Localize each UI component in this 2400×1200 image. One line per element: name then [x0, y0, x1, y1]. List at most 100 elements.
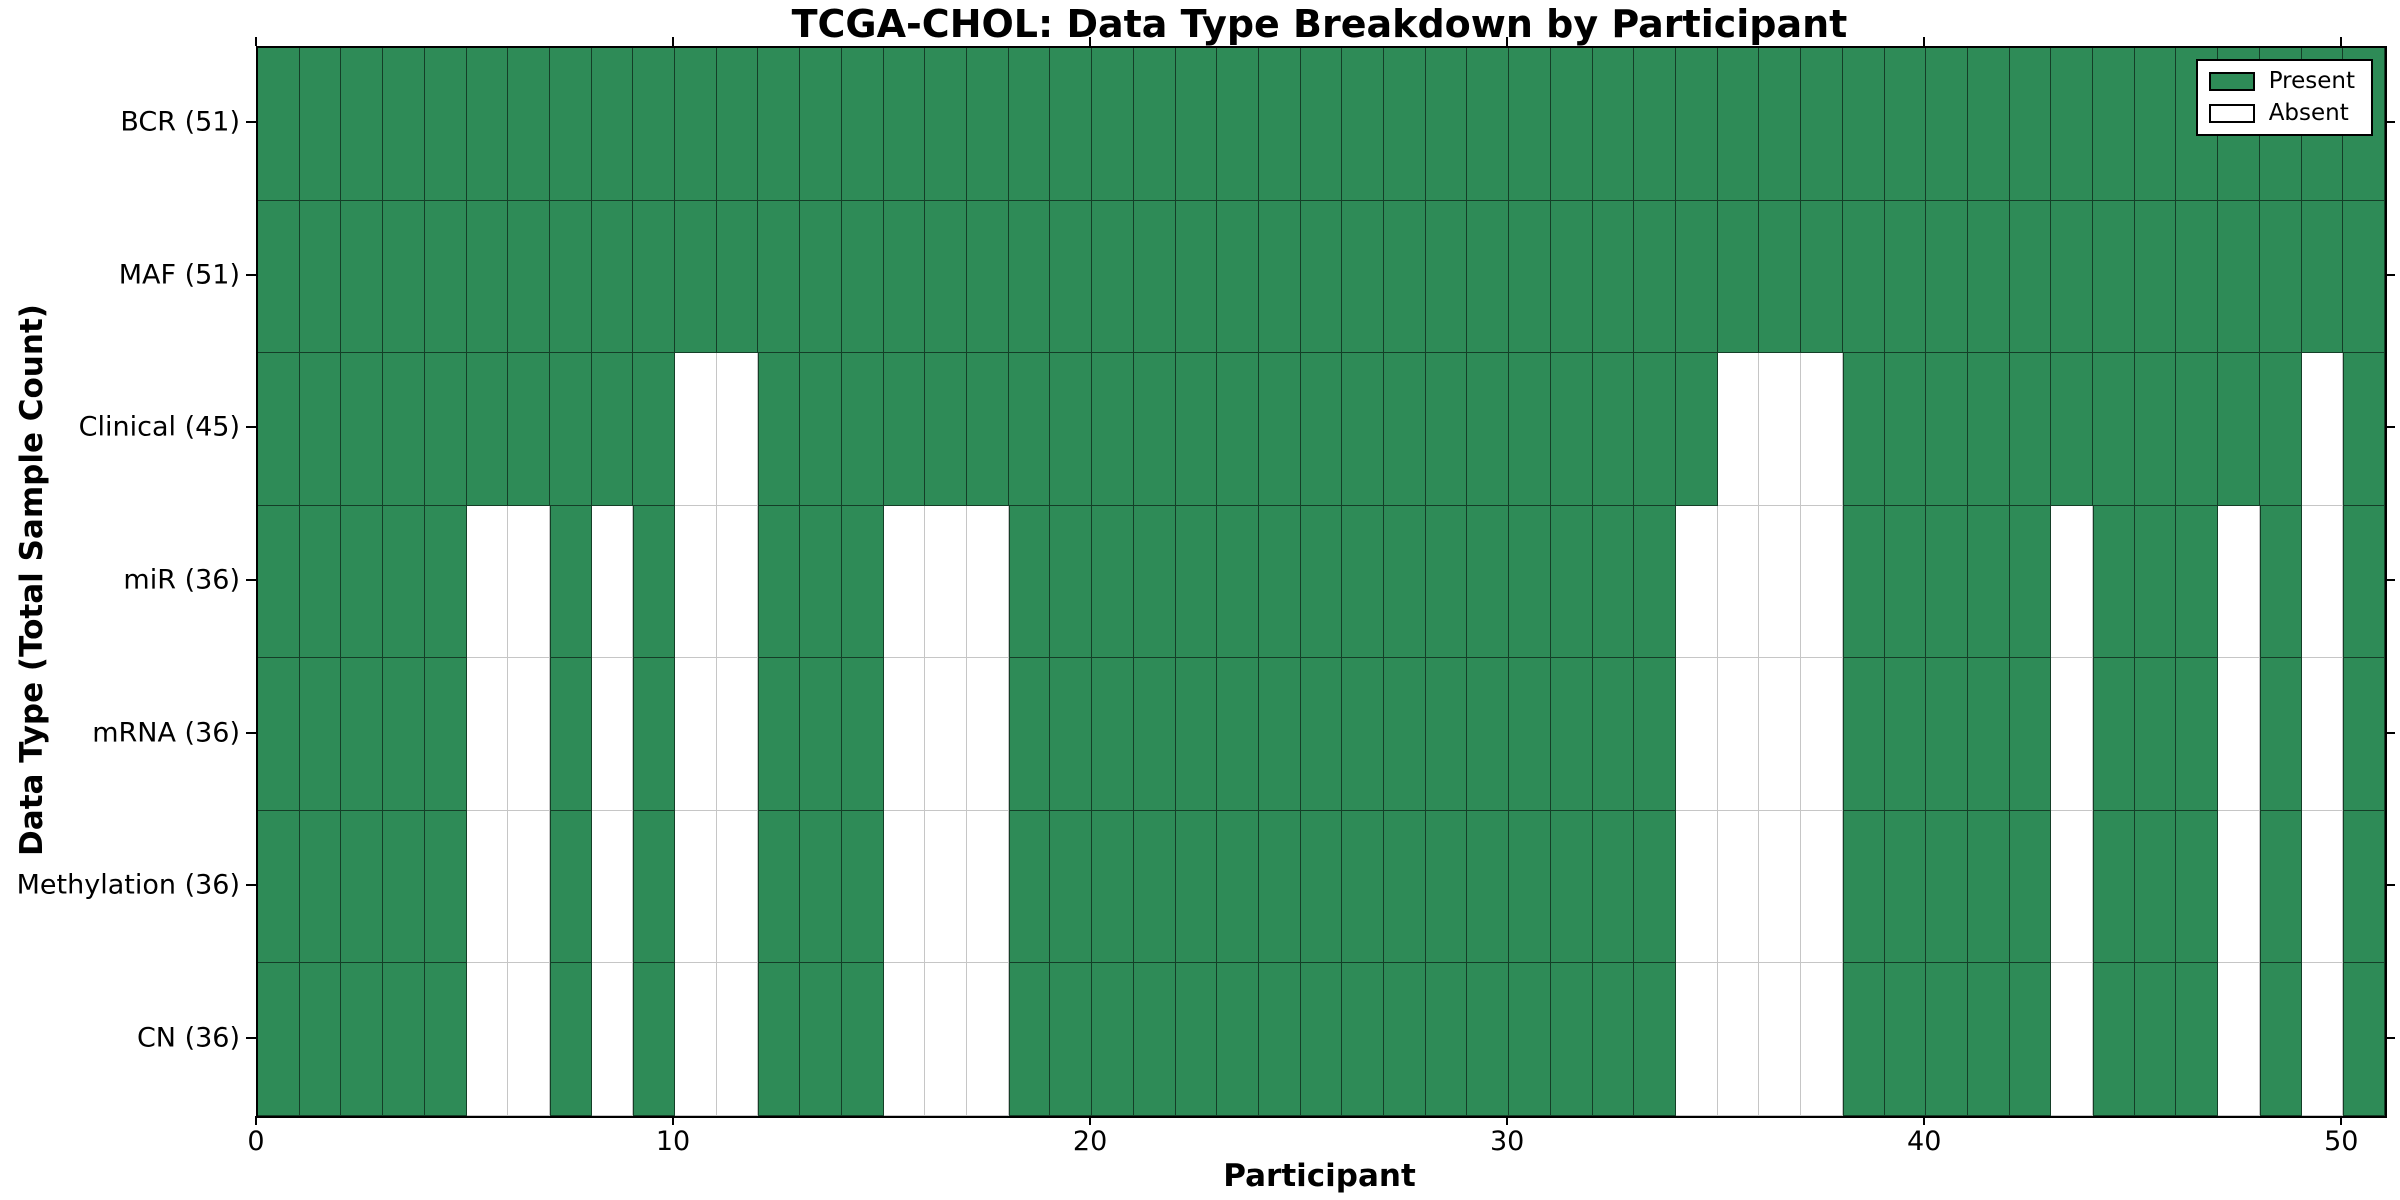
- heatmap-row-MAF: [258, 200, 2385, 354]
- cell-Methylation-participant-33: [1634, 810, 1676, 964]
- cell-mRNA-participant-15: [883, 658, 926, 811]
- cell-CN-participant-6: [508, 963, 550, 1116]
- cell-Clinical-participant-27: [1384, 353, 1426, 506]
- ytick-label-mRNA: mRNA (36): [92, 717, 240, 749]
- cell-BCR-participant-36: [1759, 48, 1802, 201]
- cell-MAF-participant-12: [758, 200, 801, 354]
- cell-Methylation-participant-31: [1550, 810, 1593, 964]
- cell-MAF-participant-6: [508, 200, 550, 354]
- cell-BCR-participant-24: [1258, 48, 1301, 201]
- cell-Clinical-participant-6: [508, 353, 550, 506]
- cell-MAF-participant-22: [1175, 200, 1218, 354]
- cell-mRNA-participant-32: [1592, 658, 1635, 811]
- cell-mRNA-participant-8: [591, 658, 634, 811]
- cell-mRNA-participant-1: [299, 658, 342, 811]
- cell-Methylation-participant-43: [2051, 810, 2094, 964]
- cell-miR-participant-16: [925, 505, 967, 659]
- cell-Methylation-participant-3: [383, 810, 425, 964]
- cell-Clinical-participant-0: [258, 353, 300, 506]
- cell-MAF-participant-29: [1467, 200, 1510, 354]
- cell-CN-participant-9: [633, 963, 676, 1116]
- cell-MAF-participant-16: [925, 200, 967, 354]
- cell-BCR-participant-2: [341, 48, 384, 201]
- cell-Clinical-participant-25: [1300, 353, 1343, 506]
- cell-Clinical-participant-34: [1676, 353, 1718, 506]
- cell-miR-participant-1: [299, 505, 342, 659]
- ytick-label-MAF: MAF (51): [118, 259, 240, 291]
- cell-MAF-participant-37: [1801, 200, 1843, 354]
- cell-Methylation-participant-50: [2343, 810, 2385, 964]
- cell-CN-participant-39: [1884, 963, 1927, 1116]
- xtick-mark-bottom: [1923, 1116, 1926, 1125]
- cell-CN-participant-21: [1133, 963, 1176, 1116]
- cell-CN-participant-14: [841, 963, 884, 1116]
- xtick-mark-top: [1923, 37, 1926, 46]
- cell-Methylation-participant-14: [841, 810, 884, 964]
- cell-MAF-participant-1: [299, 200, 342, 354]
- cell-CN-participant-4: [424, 963, 467, 1116]
- cell-Clinical-participant-3: [383, 353, 425, 506]
- cell-mRNA-participant-13: [800, 658, 842, 811]
- cell-MAF-participant-11: [716, 200, 759, 354]
- cell-CN-participant-49: [2301, 963, 2344, 1116]
- xtick-label-20: 20: [1072, 1126, 1108, 1157]
- cell-mRNA-participant-33: [1634, 658, 1676, 811]
- cell-Methylation-participant-0: [258, 810, 300, 964]
- cell-Methylation-participant-19: [1050, 810, 1093, 964]
- cell-mRNA-participant-50: [2343, 658, 2385, 811]
- cell-CN-participant-20: [1092, 963, 1134, 1116]
- cell-MAF-participant-28: [1425, 200, 1468, 354]
- xtick-label-30: 30: [1489, 1126, 1525, 1157]
- cell-Clinical-participant-43: [2051, 353, 2094, 506]
- cell-mRNA-participant-43: [2051, 658, 2094, 811]
- cell-mRNA-participant-18: [1008, 658, 1051, 811]
- cell-Clinical-participant-37: [1801, 353, 1843, 506]
- cell-CN-participant-37: [1801, 963, 1843, 1116]
- cell-miR-participant-50: [2343, 505, 2385, 659]
- cell-BCR-participant-25: [1300, 48, 1343, 201]
- cell-Clinical-participant-16: [925, 353, 967, 506]
- cell-Clinical-participant-15: [883, 353, 926, 506]
- cell-Clinical-participant-9: [633, 353, 676, 506]
- xtick-label-10: 10: [655, 1126, 691, 1157]
- cell-Methylation-participant-30: [1509, 810, 1551, 964]
- heatmap-row-BCR: [258, 48, 2385, 201]
- cell-mRNA-participant-37: [1801, 658, 1843, 811]
- cell-mRNA-participant-21: [1133, 658, 1176, 811]
- legend: Present Absent: [2195, 59, 2373, 136]
- cell-Methylation-participant-42: [2009, 810, 2052, 964]
- cell-miR-participant-24: [1258, 505, 1301, 659]
- cell-Methylation-participant-36: [1759, 810, 1802, 964]
- cell-BCR-participant-27: [1384, 48, 1426, 201]
- cell-miR-participant-44: [2093, 505, 2135, 659]
- cell-CN-participant-7: [549, 963, 592, 1116]
- cell-MAF-participant-0: [258, 200, 300, 354]
- cell-Clinical-participant-36: [1759, 353, 1802, 506]
- cell-BCR-participant-4: [424, 48, 467, 201]
- cell-Clinical-participant-28: [1425, 353, 1468, 506]
- cell-BCR-participant-13: [800, 48, 842, 201]
- cell-miR-participant-48: [2259, 505, 2302, 659]
- cell-CN-participant-34: [1676, 963, 1718, 1116]
- cell-mRNA-participant-5: [466, 658, 509, 811]
- cell-MAF-participant-41: [1967, 200, 2010, 354]
- cell-miR-participant-45: [2134, 505, 2177, 659]
- cell-Methylation-participant-28: [1425, 810, 1468, 964]
- cell-BCR-participant-31: [1550, 48, 1593, 201]
- cell-MAF-participant-35: [1717, 200, 1760, 354]
- cell-CN-participant-50: [2343, 963, 2385, 1116]
- cell-mRNA-participant-2: [341, 658, 384, 811]
- cell-CN-participant-35: [1717, 963, 1760, 1116]
- cell-miR-participant-23: [1217, 505, 1259, 659]
- cell-MAF-participant-43: [2051, 200, 2094, 354]
- xtick-label-40: 40: [1907, 1126, 1942, 1157]
- cell-Methylation-participant-47: [2218, 810, 2260, 964]
- cell-miR-participant-25: [1300, 505, 1343, 659]
- cell-CN-participant-47: [2218, 963, 2260, 1116]
- cell-Clinical-participant-40: [1926, 353, 1968, 506]
- cell-Clinical-participant-49: [2301, 353, 2344, 506]
- cell-Methylation-participant-44: [2093, 810, 2135, 964]
- cell-MAF-participant-18: [1008, 200, 1051, 354]
- cell-Clinical-participant-48: [2259, 353, 2302, 506]
